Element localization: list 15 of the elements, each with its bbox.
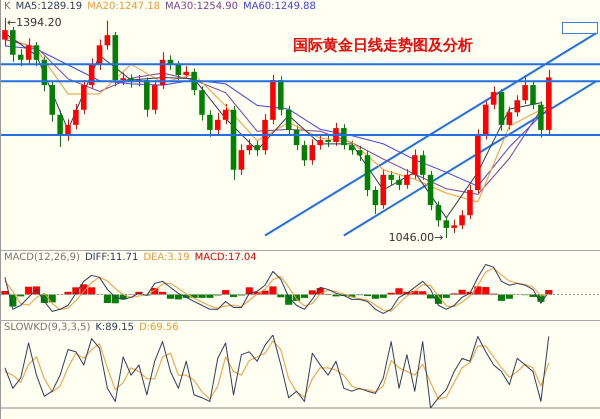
text: MACD:17.04 (194, 252, 257, 263)
text: DEA:3.19 (143, 252, 190, 263)
series-label: K:89.15 (95, 322, 134, 333)
chart-subtitle: K (4, 1, 11, 12)
annotation: 1046.00→ (388, 230, 444, 244)
text: MA60:1249.88 (242, 1, 316, 12)
text: MA20:1247.18 (87, 1, 160, 12)
series-label: DIFF:11.71 (84, 252, 138, 263)
annotation: ←1394.20 (6, 16, 62, 29)
chart-title: MACD(12,26,9) (4, 252, 80, 263)
text: 国际黄金日线走势图及分析 (293, 36, 473, 55)
chart-title: SLOWKD(9,3,3,5) (4, 322, 90, 333)
text: D:69.56 (138, 322, 179, 333)
text: MA5:1289.19 (16, 1, 82, 12)
text: MA30:1254.90 (165, 1, 238, 12)
